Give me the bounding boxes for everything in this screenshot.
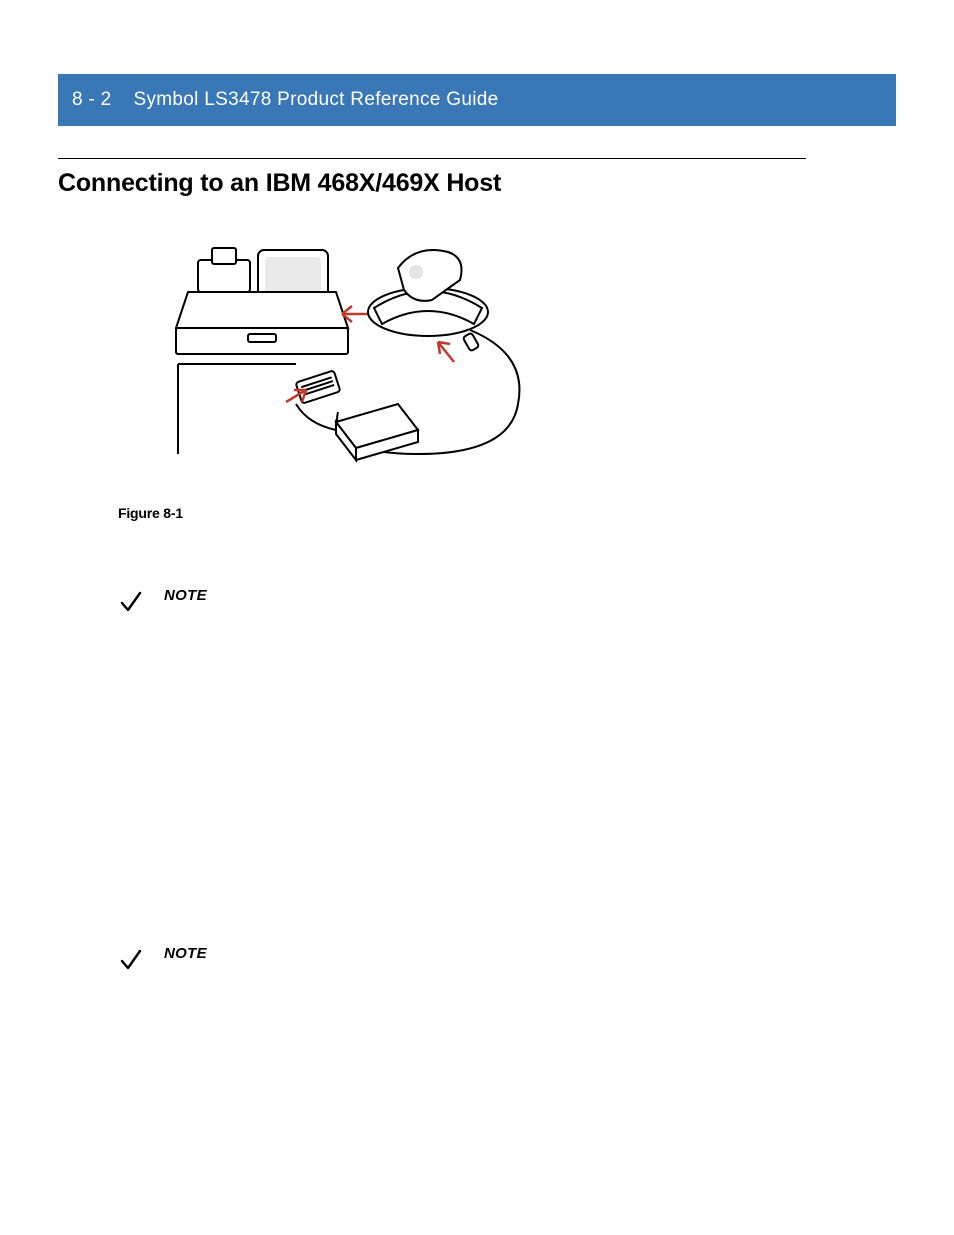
document-title: Symbol LS3478 Product Reference Guide — [134, 89, 499, 111]
page-content: Connecting to an IBM 468X/469X Host — [58, 158, 806, 973]
figure-caption: Figure 8-1 — [118, 505, 806, 521]
note-label: NOTE — [164, 945, 207, 962]
check-icon — [118, 947, 144, 973]
note-label: NOTE — [164, 587, 207, 604]
check-icon — [118, 589, 144, 615]
section-rule — [58, 158, 806, 159]
section-title: Connecting to an IBM 468X/469X Host — [58, 169, 806, 198]
connection-diagram-svg — [118, 234, 528, 484]
note-block-2: NOTE — [118, 945, 806, 973]
page-header-bar: 8 - 2 Symbol LS3478 Product Reference Gu… — [58, 74, 896, 126]
page-root: 8 - 2 Symbol LS3478 Product Reference Gu… — [0, 0, 954, 1235]
note-block-1: NOTE — [118, 587, 806, 615]
page-number: 8 - 2 — [72, 89, 112, 111]
figure-connection-diagram — [118, 234, 806, 489]
